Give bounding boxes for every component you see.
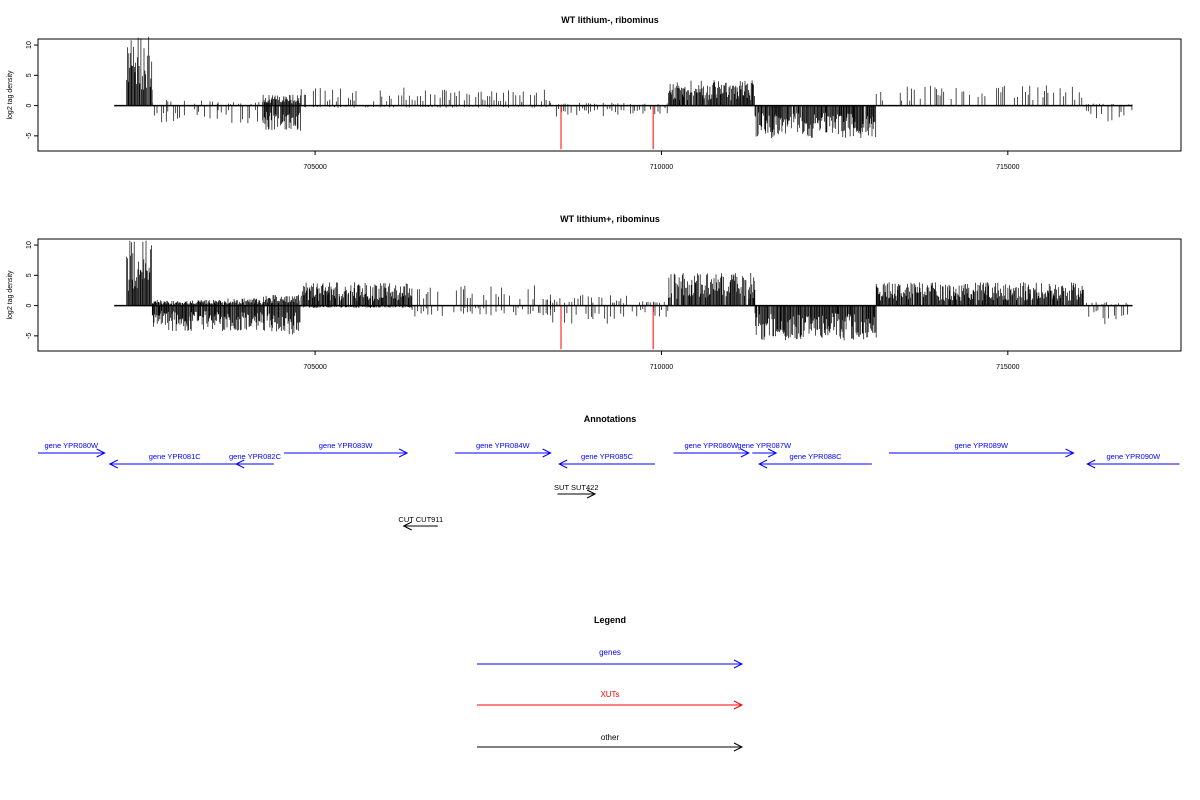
legend-genes-arrowhead xyxy=(733,659,744,669)
panel-1-title: WT lithium-, ribominus xyxy=(561,15,659,25)
panel-2-y-axis: -5 0 5 10 xyxy=(26,241,38,339)
annotation-tracks: gene YPR080W gene YPR081C gene YPR082C gene… xyxy=(38,441,1180,531)
panel-2-y-tick-label: -5 xyxy=(26,333,33,339)
panel-1-y-tick-label: -5 xyxy=(26,133,33,139)
annotation-label: gene YPR089W xyxy=(954,441,1009,450)
annotation-arrowhead xyxy=(108,459,118,469)
annotation-arrowhead xyxy=(96,448,106,458)
annotation-label: gene YPR080W xyxy=(44,441,99,450)
panel-1-y-tick-label: 0 xyxy=(26,104,33,108)
legend-other-label: other xyxy=(601,733,620,742)
panel-2-bars xyxy=(114,240,1133,350)
legend-genes-label: genes xyxy=(599,648,621,657)
legend-xuts-label: XUTs xyxy=(600,690,619,699)
annotation-arrowhead xyxy=(586,489,597,499)
annotation-arrowhead xyxy=(758,459,768,469)
annotation-arrowhead xyxy=(558,459,568,469)
panel-2-title: WT lithium+, ribominus xyxy=(560,214,660,224)
panel-1-y-tick-label: 10 xyxy=(26,41,33,49)
panel-1-y-axis: -5 0 5 10 xyxy=(26,41,38,139)
annotation-arrowhead xyxy=(1065,448,1075,458)
annotation-arrowhead xyxy=(542,448,552,458)
panel-1-x-tick-label: 710000 xyxy=(650,164,673,171)
panel-2-x-tick-label: 710000 xyxy=(650,364,673,371)
annotations-title: Annotations xyxy=(584,414,637,424)
panel-1-bars xyxy=(114,36,1133,150)
panel-2-y-tick-label: 5 xyxy=(26,273,33,277)
annotation-label: gene YPR084W xyxy=(476,441,531,450)
panel-2-x-tick-label: 715000 xyxy=(996,364,1019,371)
annotation-arrowhead xyxy=(402,521,412,531)
annotation-arrowhead xyxy=(398,448,409,458)
annotation-label: gene YPR087W xyxy=(737,441,792,450)
panel-1-plot-frame xyxy=(37,38,1182,152)
annotation-label: gene YPR085C xyxy=(581,452,634,461)
annotation-label: gene YPR086W xyxy=(684,441,739,450)
annotation-label: gene YPR088C xyxy=(790,452,843,461)
panel-1-x-tick-label: 715000 xyxy=(996,164,1019,171)
panel-1-x-tick-label: 705000 xyxy=(303,164,326,171)
annotation-arrowhead xyxy=(235,459,245,469)
panel-1-x-axis: 705000 710000 715000 xyxy=(303,151,1020,171)
density-panel-2: WT lithium+, ribominus log2 tag density … xyxy=(7,214,1182,371)
annotation-arrowhead xyxy=(1086,459,1096,469)
panel-1-ylabel: log2 tag density xyxy=(7,70,14,120)
annotation-label: SUT SUT422 xyxy=(554,483,598,492)
annotation-label: gene YPR083W xyxy=(319,441,374,450)
legend-section: Legend genes XUTs other xyxy=(477,615,744,752)
legend-title: Legend xyxy=(594,615,626,625)
legend-other-arrowhead xyxy=(733,742,744,752)
panel-2-ylabel: log2 tag density xyxy=(7,270,14,320)
annotation-label: gene YPR090W xyxy=(1107,452,1162,461)
annotation-label: CUT CUT911 xyxy=(398,515,443,524)
panel-2-plot-frame xyxy=(37,238,1182,352)
panel-1-y-tick-label: 5 xyxy=(26,73,33,77)
panel-2-x-axis: 705000 710000 715000 xyxy=(303,351,1020,371)
density-panel-1: WT lithium-, ribominus log2 tag density … xyxy=(7,15,1182,171)
panel-2-x-tick-label: 705000 xyxy=(303,364,326,371)
panel-2-y-tick-label: 0 xyxy=(26,304,33,308)
panel-2-y-tick-label: 10 xyxy=(26,241,33,249)
legend-xuts-arrowhead xyxy=(733,700,744,710)
annotation-arrowhead xyxy=(740,448,750,458)
annotation-label: gene YPR082C xyxy=(229,452,282,461)
annotation-label: gene YPR081C xyxy=(149,452,202,461)
annotation-arrowhead xyxy=(767,448,778,458)
